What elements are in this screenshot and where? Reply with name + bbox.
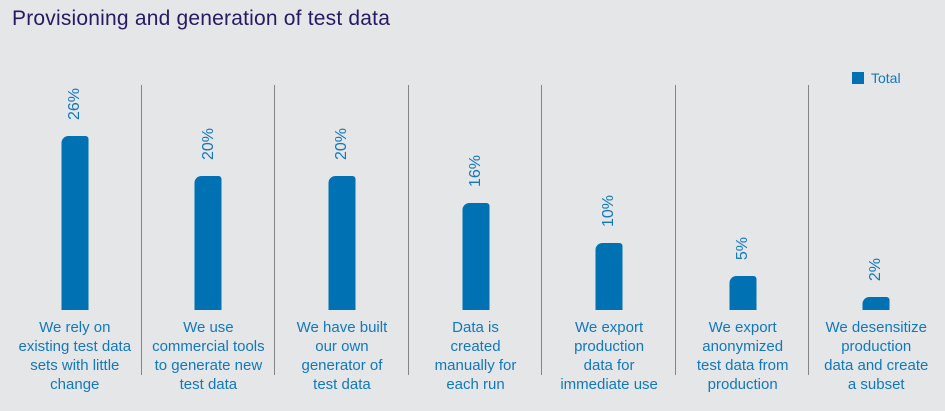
- category-label: We have built our own generator of test …: [296, 319, 388, 393]
- chart-title: Provisioning and generation of test data: [12, 7, 391, 30]
- column-separator: [808, 85, 810, 375]
- category-label: We desensitize production data and creat…: [824, 319, 929, 393]
- category-label: We export anonymized test data from prod…: [696, 319, 789, 393]
- bar: [194, 176, 222, 310]
- bar-group: 10% We export production data for immedi…: [542, 60, 676, 411]
- bar-group: 16% Data is created manually for each ru…: [409, 60, 543, 411]
- bar-chart: 26% We rely on existing test data sets w…: [8, 60, 943, 411]
- bar: [61, 136, 89, 310]
- column-separator: [674, 85, 676, 375]
- column-separator: [140, 85, 142, 375]
- bar: [729, 276, 757, 310]
- bar: [595, 243, 623, 310]
- legend-swatch-icon: [852, 72, 864, 84]
- bar: [462, 203, 490, 310]
- bar-value-label: 2%: [867, 257, 885, 281]
- bar-value-label: 10%: [600, 194, 618, 227]
- bar-value-label: 16%: [466, 154, 484, 187]
- bar: [862, 297, 890, 310]
- category-label: We use commercial tools to generate new …: [152, 319, 265, 393]
- bar-group: 5% We export anonymized test data from p…: [676, 60, 810, 411]
- bar: [328, 176, 356, 310]
- legend-label: Total: [871, 70, 901, 86]
- bar-value-label: 20%: [199, 127, 217, 160]
- category-label: We export production data for immediate …: [560, 319, 658, 393]
- bar-group: 26% We rely on existing test data sets w…: [8, 60, 142, 411]
- legend: Total: [852, 70, 901, 86]
- category-label: Data is created manually for each run: [434, 319, 517, 393]
- bar-value-label: 26%: [65, 87, 83, 120]
- bar-group: 2% We desensitize production data and cr…: [809, 60, 943, 411]
- bar-value-label: 20%: [333, 127, 351, 160]
- bar-group: 20% We have built our own generator of t…: [275, 60, 409, 411]
- column-separator: [407, 85, 409, 375]
- column-separator: [274, 85, 276, 375]
- bar-group: 20% We use commercial tools to generate …: [142, 60, 276, 411]
- category-label: We rely on existing test data sets with …: [18, 319, 132, 393]
- column-separator: [541, 85, 543, 375]
- bar-value-label: 5%: [733, 236, 751, 260]
